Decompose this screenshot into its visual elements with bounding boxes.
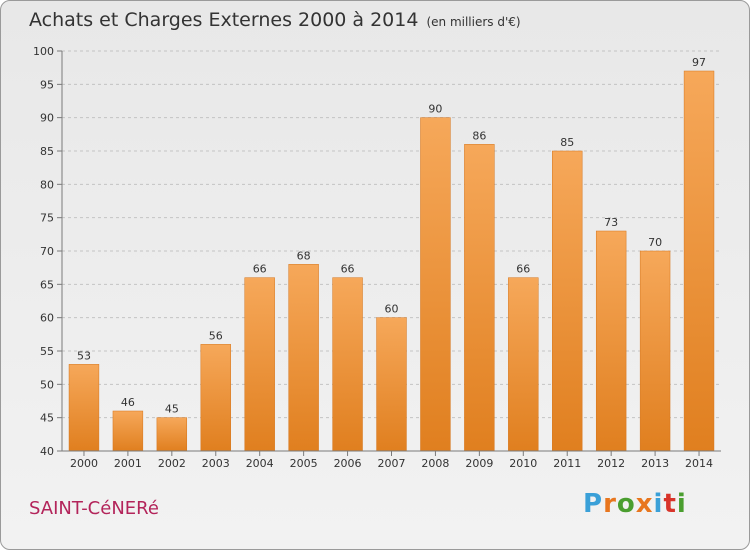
chart-subtitle: (en milliers d'€) xyxy=(426,15,521,29)
bar-2008 xyxy=(420,117,451,452)
proxiti-logo: Proxiti xyxy=(583,489,687,519)
data-label: 66 xyxy=(341,263,355,276)
axes: 40 45 50 55 60 65 70 75 80 85 90 95 100 2000 2001 2002 2… xyxy=(33,45,721,470)
y-tick-label: 85 xyxy=(40,145,54,158)
x-tick-label: 2012 xyxy=(597,457,625,470)
data-label: 66 xyxy=(253,263,267,276)
data-label: 86 xyxy=(472,129,486,142)
bar-2014 xyxy=(683,70,715,452)
x-tick-label: 2006 xyxy=(334,457,362,470)
data-label: 68 xyxy=(297,249,311,262)
bar-2001 xyxy=(112,410,144,452)
y-tick-label: 95 xyxy=(40,78,54,91)
x-tick-label: 2007 xyxy=(378,457,406,470)
y-tick-label: 65 xyxy=(40,278,54,291)
x-tick-label: 2001 xyxy=(114,457,142,470)
y-tick-label: 55 xyxy=(40,345,54,358)
x-tick-label: 2013 xyxy=(641,457,669,470)
data-label: 90 xyxy=(428,103,442,116)
x-tick-label: 2004 xyxy=(246,457,274,470)
bar-2003 xyxy=(200,344,231,452)
bar-2013 xyxy=(639,250,671,452)
data-label: 97 xyxy=(692,56,706,69)
y-tick-label: 70 xyxy=(40,245,54,258)
bar-2009 xyxy=(464,144,495,452)
data-label: 53 xyxy=(77,349,91,362)
logo-letter: r xyxy=(603,489,617,519)
logo-letter: i xyxy=(653,489,664,519)
logo-letter: i xyxy=(676,489,687,519)
x-tick-label: 2014 xyxy=(685,457,713,470)
x-tick-label: 2011 xyxy=(553,457,581,470)
y-tick-label: 80 xyxy=(40,178,54,191)
bar-2010 xyxy=(508,277,539,452)
bar-2002 xyxy=(156,417,188,452)
bar-2005 xyxy=(288,264,319,452)
data-label: 60 xyxy=(385,303,399,316)
bar-2011 xyxy=(552,150,583,452)
logo-letter: x xyxy=(635,489,654,519)
bar-2007 xyxy=(376,317,407,452)
bar-2004 xyxy=(244,277,275,452)
bar-2006 xyxy=(332,277,363,452)
logo-letter: o xyxy=(616,489,636,519)
y-tick-label: 45 xyxy=(40,412,54,425)
y-tick-label: 90 xyxy=(40,112,54,125)
x-tick-label: 2005 xyxy=(290,457,318,470)
y-tick-label: 75 xyxy=(40,212,54,225)
commune-name: SAINT-CéNERé xyxy=(29,498,159,519)
bars: 53 46 45 56 66 68 66 60 90 86 66 85 73 70 97 xyxy=(68,56,715,452)
x-tick-label: 2008 xyxy=(421,457,449,470)
y-tick-label: 100 xyxy=(33,45,54,58)
x-tick-label: 2009 xyxy=(465,457,493,470)
x-tick-label: 2000 xyxy=(70,457,98,470)
bar-2012 xyxy=(595,230,627,452)
data-label: 73 xyxy=(604,216,618,229)
y-tick-label: 60 xyxy=(40,312,54,325)
data-label: 66 xyxy=(516,263,530,276)
x-tick-label: 2003 xyxy=(202,457,230,470)
data-label: 85 xyxy=(560,136,574,149)
data-label: 45 xyxy=(165,403,179,416)
chart-title: Achats et Charges Externes 2000 à 2014 xyxy=(29,9,419,31)
x-tick-label: 2010 xyxy=(509,457,537,470)
data-label: 70 xyxy=(648,236,662,249)
bar-2000 xyxy=(68,364,100,452)
logo-letter: t xyxy=(663,489,677,519)
y-tick-label: 50 xyxy=(40,378,54,391)
logo-letter: P xyxy=(583,489,604,519)
data-label: 46 xyxy=(121,396,135,409)
y-tick-label: 40 xyxy=(40,445,54,458)
chart-title-block: Achats et Charges Externes 2000 à 2014 (e… xyxy=(29,9,521,31)
x-tick-label: 2002 xyxy=(158,457,186,470)
data-label: 56 xyxy=(209,329,223,342)
